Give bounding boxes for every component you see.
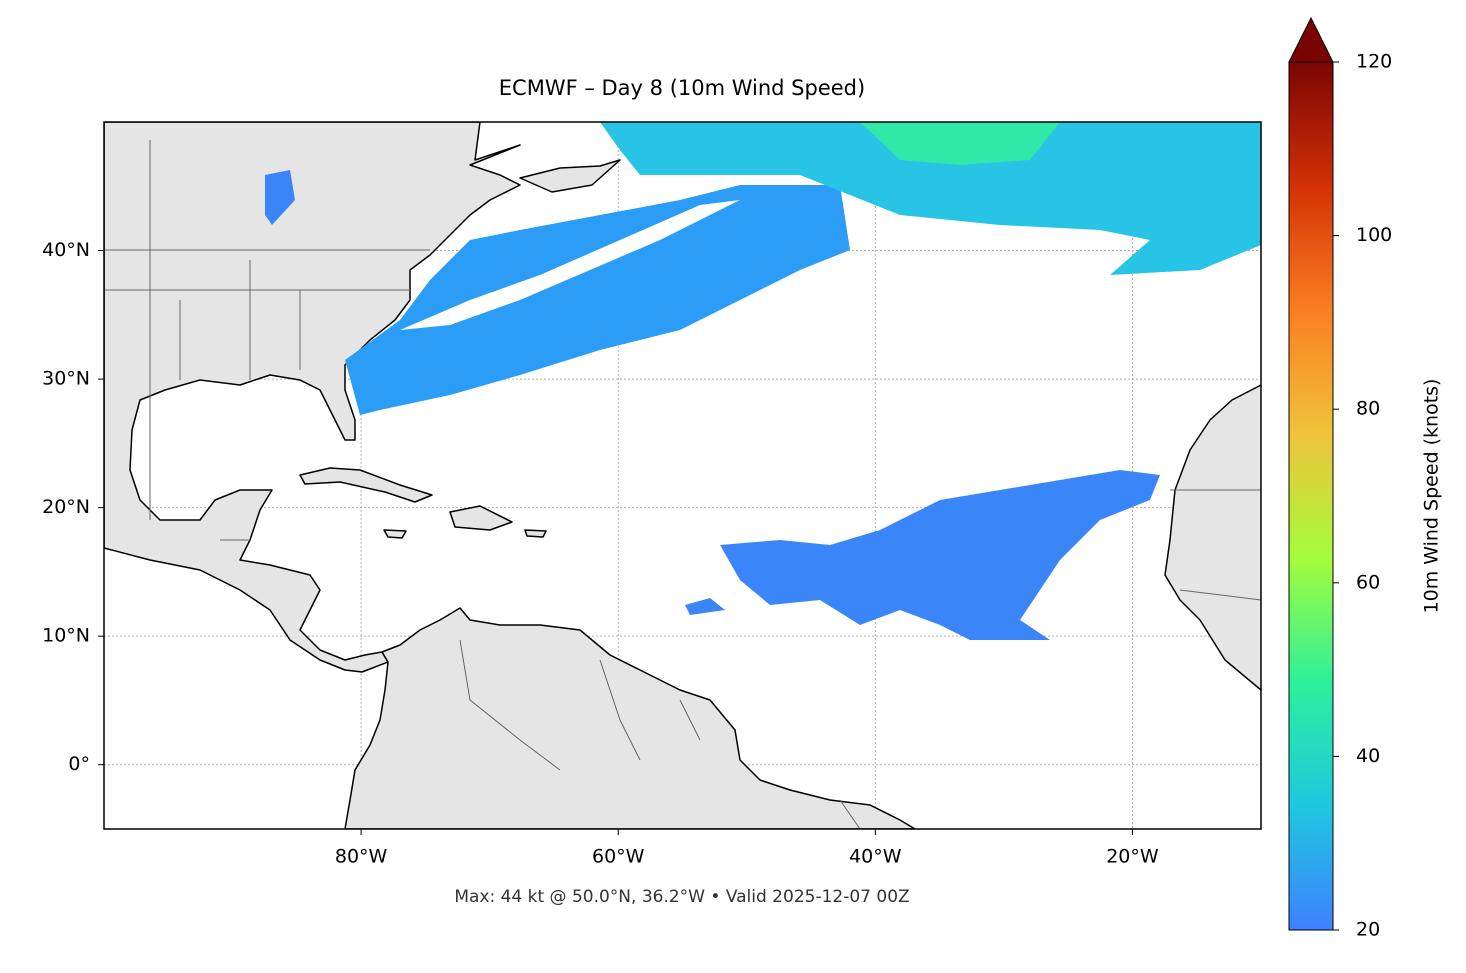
colorbar-label: 10m Wind Speed (knots) xyxy=(1421,379,1443,614)
wind-region xyxy=(600,122,1261,275)
wind-region xyxy=(345,185,850,415)
south-america xyxy=(344,607,916,829)
jamaica xyxy=(383,529,407,539)
map-area xyxy=(104,122,1261,829)
colorbar-tick-label: 60 xyxy=(1356,571,1380,593)
y-tick-label: 0° xyxy=(68,753,90,775)
africa xyxy=(1164,384,1261,691)
colorbar-tick-label: 40 xyxy=(1356,745,1380,767)
x-tick-label: 40°W xyxy=(849,846,902,868)
colorbar-tick-label: 20 xyxy=(1356,919,1380,941)
wind-region xyxy=(685,598,725,615)
north-america xyxy=(104,122,521,673)
colorbar-tick-label: 80 xyxy=(1356,398,1380,420)
y-tick-label: 40°N xyxy=(42,239,90,261)
colorbar-extend xyxy=(1288,16,1334,63)
land xyxy=(104,122,1261,829)
country-borders xyxy=(104,140,1261,829)
x-tick-label: 80°W xyxy=(335,846,388,868)
wind-field xyxy=(265,122,1261,640)
nova-scotia xyxy=(519,159,621,193)
wind-region xyxy=(720,470,1160,640)
puerto-rico xyxy=(524,529,547,538)
cuba xyxy=(299,467,433,503)
y-tick-label: 10°N xyxy=(42,625,90,647)
colorbar xyxy=(1288,61,1334,931)
hispaniola xyxy=(449,505,513,531)
y-tick-label: 30°N xyxy=(42,368,90,390)
y-tick-label: 20°N xyxy=(42,496,90,518)
annotation: Max: 44 kt @ 50.0°N, 36.2°W • Valid 2025… xyxy=(454,887,909,907)
map-frame xyxy=(103,121,1262,830)
map-title: ECMWF – Day 8 (10m Wind Speed) xyxy=(499,76,865,100)
wind-region xyxy=(860,122,1060,165)
wind-region xyxy=(265,170,295,225)
x-tick-label: 60°W xyxy=(592,846,645,868)
colorbar-tick-label: 120 xyxy=(1356,51,1392,73)
x-tick-label: 20°W xyxy=(1106,846,1159,868)
calm-region xyxy=(400,200,740,330)
colorbar-tick-label: 100 xyxy=(1356,224,1392,246)
